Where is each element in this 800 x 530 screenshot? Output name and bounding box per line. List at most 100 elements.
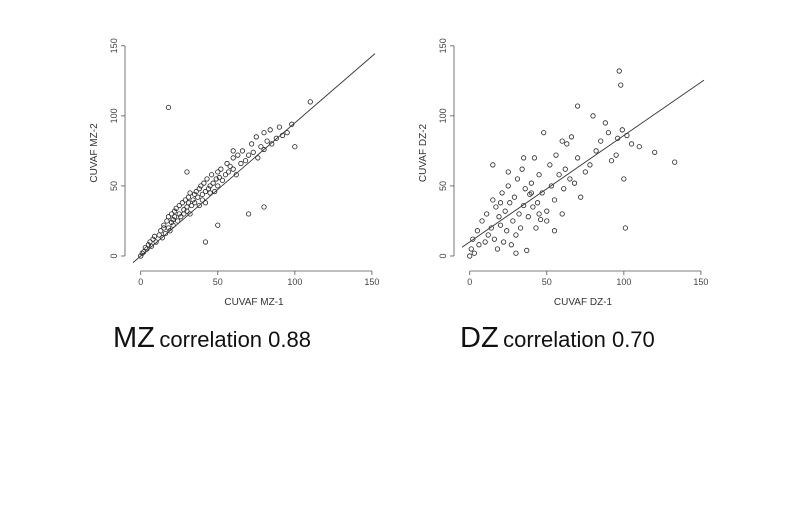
mz-data-point <box>161 222 167 228</box>
mz-data-point <box>258 144 264 150</box>
dz-data-point <box>652 149 658 155</box>
mz-data-point <box>184 204 190 210</box>
mz-data-point <box>292 144 298 150</box>
dz-data-point <box>496 214 502 220</box>
mz-data-point <box>162 230 168 237</box>
mz-data-point <box>230 155 236 161</box>
dz-x-tick-label: 150 <box>693 277 708 287</box>
dz-data-point <box>490 162 496 168</box>
dz-y-tick-label: 0 <box>438 253 448 258</box>
mz-data-point <box>199 191 205 197</box>
dz-scatter-svg: 0 50 100 150 0 50 100 150 CUVAF DZ-1 CUVAF DZ-2 <box>418 38 708 308</box>
dz-data-point <box>619 127 625 133</box>
mz-data-point <box>210 180 216 186</box>
dz-caption-correlation: correlation 0.70 <box>503 327 655 352</box>
dz-data-point <box>513 250 519 256</box>
dz-y-tick-label: 100 <box>438 108 448 123</box>
dz-caption-label: DZ <box>460 322 499 354</box>
mz-data-point <box>239 148 246 154</box>
dz-data-point <box>551 228 558 234</box>
mz-data-point <box>181 211 187 217</box>
dz-data-point <box>582 169 588 175</box>
dz-regression-line <box>461 79 705 248</box>
mz-data-point <box>153 239 159 245</box>
mz-data-point <box>192 200 198 206</box>
dz-data-point <box>528 190 534 196</box>
dz-data-point <box>493 204 499 210</box>
mz-data-point <box>238 160 244 167</box>
dz-data-point <box>636 144 642 150</box>
mz-data-point <box>178 214 184 220</box>
mz-data-point <box>261 130 267 136</box>
mz-data-point <box>184 208 190 214</box>
dz-data-point <box>521 155 527 161</box>
mz-data-point <box>185 200 192 206</box>
dz-data-point <box>575 103 581 109</box>
dz-correlation-caption: DZ correlation 0.70 <box>460 322 655 355</box>
mz-data-point <box>213 176 219 182</box>
mz-data-point <box>151 233 158 239</box>
mz-data-point <box>202 188 209 195</box>
dz-y-axis-label: CUVAF DZ-2 <box>418 123 429 182</box>
dz-data-point <box>508 242 514 248</box>
mz-regression-line <box>132 53 376 263</box>
dz-data-point <box>568 134 575 140</box>
dz-data-point <box>517 225 524 231</box>
dz-x-axis-label: CUVAF DZ-1 <box>554 297 613 308</box>
mz-data-point <box>185 194 192 200</box>
dz-data-point <box>547 162 553 168</box>
mz-data-point <box>222 172 229 178</box>
mz-y-tick-label: 100 <box>109 108 119 123</box>
dz-data-point <box>605 130 612 136</box>
mz-correlation-caption: MZ correlation 0.88 <box>113 322 311 355</box>
dz-data-point <box>548 183 555 189</box>
mz-data-point <box>201 180 207 186</box>
mz-data-point <box>261 146 267 153</box>
mz-data-point <box>168 219 175 225</box>
mz-data-point <box>215 183 221 189</box>
mz-data-point <box>167 228 173 234</box>
dz-x-tick-label: 100 <box>616 277 631 287</box>
mz-x-tick-label: 0 <box>138 277 143 287</box>
mz-data-point <box>219 177 226 183</box>
mz-data-point <box>227 163 233 169</box>
dz-data-point <box>538 216 544 223</box>
mz-data-point <box>165 214 172 220</box>
mz-data-point <box>193 188 199 195</box>
mz-data-point <box>216 174 222 181</box>
dz-data-point <box>474 228 481 234</box>
mz-data-point <box>250 149 256 155</box>
mz-data-point <box>289 121 295 127</box>
mz-data-point <box>158 228 164 234</box>
dz-data-point <box>587 162 593 168</box>
dz-data-point <box>672 159 678 165</box>
mz-x-tick-label: 100 <box>287 277 302 287</box>
mz-x-axis-label: CUVAF MZ-1 <box>224 297 284 308</box>
mz-data-point <box>196 202 202 209</box>
dz-data-point <box>522 186 528 192</box>
mz-data-point <box>187 190 193 196</box>
mz-data-point <box>230 148 236 154</box>
mz-data-point <box>307 99 313 105</box>
mz-data-point <box>233 172 239 178</box>
dz-data-point <box>471 250 477 256</box>
dz-data-point <box>593 148 599 154</box>
mz-scatter-svg: 0 50 100 150 0 50 100 150 CUVAF MZ-1 CUVAF MZ-2 <box>89 38 379 308</box>
dz-data-point <box>541 130 547 136</box>
mz-data-point <box>172 208 178 214</box>
mz-data-point <box>165 104 172 111</box>
dz-y-tick-label: 50 <box>438 181 448 191</box>
mz-data-point <box>207 183 213 189</box>
mz-data-point <box>261 204 267 210</box>
dz-data-point <box>507 200 513 206</box>
dz-data-point <box>621 176 627 182</box>
dz-data-point <box>505 169 511 175</box>
dz-data-point <box>556 172 562 178</box>
dz-data-point <box>497 200 504 206</box>
dz-data-point <box>578 194 584 200</box>
mz-data-point <box>184 169 190 175</box>
mz-data-point <box>198 183 204 189</box>
dz-data-point <box>504 228 510 234</box>
dz-data-point <box>536 172 542 178</box>
dz-data-point <box>616 68 622 74</box>
